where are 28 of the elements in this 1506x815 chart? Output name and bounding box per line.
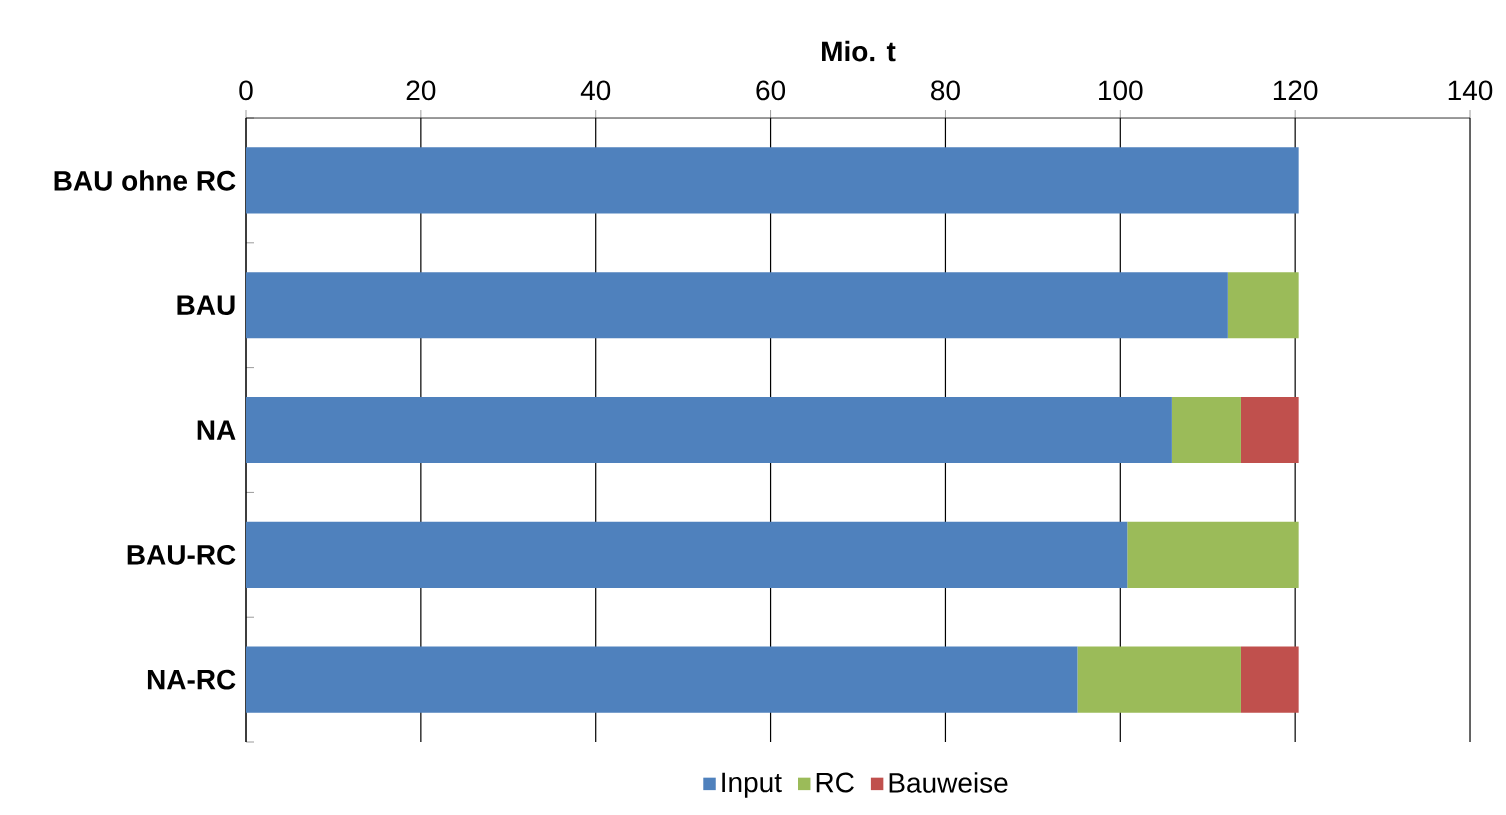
legend-label: RC [816,772,854,793]
bar [1240,646,1299,713]
y-tick-label: NA [197,420,236,440]
y-tick-label: BAU ohne RC [54,170,236,191]
y-tick-label: BAU-RC [127,544,236,565]
x-tick-label: 60 [756,80,786,101]
bar [1127,521,1299,588]
bar [1227,272,1299,339]
bar [246,521,1128,588]
bar [246,272,1228,339]
x-tick-label: 20 [406,80,436,101]
bar [1077,646,1241,713]
x-axis-title: Mio. t [822,40,896,62]
y-tick-label: BAU [177,295,235,315]
x-tick-label: 40 [580,80,611,101]
x-tick-label: 120 [1273,80,1318,101]
bar [1171,396,1241,464]
legend-label: Bauweise [889,772,1008,793]
x-tick-label: 80 [931,80,960,101]
bar [246,396,1172,464]
bar [246,646,1078,713]
bar [246,147,1299,214]
x-tick-label: 0 [239,80,253,101]
x-tick-label: 140 [1448,80,1493,101]
bar [1240,396,1299,464]
x-tick-label: 100 [1099,80,1143,101]
legend-label: Input [722,772,782,798]
y-tick-label: NA-RC [147,669,236,690]
